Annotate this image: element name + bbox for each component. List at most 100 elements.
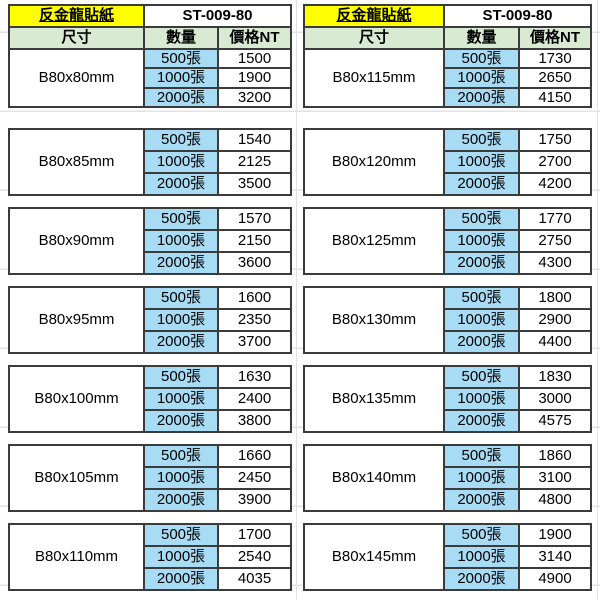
quantity-cell: 1000張 bbox=[143, 67, 219, 89]
price-row: B80x125mm 500張 1770 bbox=[303, 206, 592, 275]
quantity-cell: 2000張 bbox=[443, 408, 520, 433]
price-header-cell: 價格NT bbox=[517, 26, 593, 50]
price-cell: 3800 bbox=[217, 408, 292, 433]
price-cell: 1770 bbox=[518, 206, 592, 231]
quantity-cell: 2000張 bbox=[443, 566, 520, 591]
price-column-right: 反金龍貼紙 ST-009-80 尺寸 數量 價格NT B80x115mm 500張 1730 1… bbox=[303, 4, 593, 591]
price-cell: 4800 bbox=[518, 487, 592, 512]
price-row: 1000張 3000 bbox=[304, 386, 592, 411]
price-table: B80x130mm 500張 1800 1000張 2900 2000張 4400 bbox=[303, 285, 592, 354]
price-cell: 1860 bbox=[518, 443, 592, 468]
price-cell: 1660 bbox=[217, 443, 292, 468]
price-row: B80x115mm 500張 1730 bbox=[303, 47, 593, 108]
price-row: 2000張 3500 bbox=[9, 171, 292, 196]
product-name-cell: 反金龍貼紙 bbox=[8, 4, 145, 28]
product-code-cell: ST-009-80 bbox=[142, 4, 293, 28]
price-cell: 3500 bbox=[217, 171, 292, 196]
price-cell: 1540 bbox=[217, 127, 292, 152]
price-row: 1000張 2540 bbox=[9, 544, 292, 569]
price-cell: 2650 bbox=[517, 67, 593, 89]
quantity-cell: 2000張 bbox=[443, 329, 520, 354]
price-row: 2000張 4575 bbox=[304, 408, 592, 433]
price-row: B80x90mm 500張 1570 bbox=[8, 206, 292, 275]
price-row: B80x140mm 500張 1860 bbox=[303, 443, 592, 512]
quantity-cell: 1000張 bbox=[443, 67, 520, 89]
size-cell: B80x95mm bbox=[8, 285, 145, 354]
price-row: B80x95mm 500張 1600 bbox=[8, 285, 292, 354]
price-cell: 2150 bbox=[217, 228, 292, 253]
size-header-cell: 尺寸 bbox=[8, 26, 145, 50]
quantity-cell: 1000張 bbox=[443, 465, 520, 490]
price-row: 2000張 3900 bbox=[9, 487, 292, 512]
quantity-cell: 1000張 bbox=[143, 465, 219, 490]
price-cell: 4575 bbox=[518, 408, 592, 433]
size-cell: B80x105mm bbox=[8, 443, 145, 512]
price-cell: 4035 bbox=[217, 566, 292, 591]
price-row: B80x135mm 500張 1830 bbox=[303, 364, 592, 433]
quantity-cell: 1000張 bbox=[443, 228, 520, 253]
price-row: 2000張 4035 bbox=[9, 566, 292, 591]
size-cell: B80x140mm bbox=[303, 443, 445, 512]
price-cell: 3140 bbox=[518, 544, 592, 569]
size-cell: B80x145mm bbox=[303, 522, 445, 591]
size-cell: B80x130mm bbox=[303, 285, 445, 354]
price-row: B80x145mm 500張 1900 bbox=[303, 522, 592, 591]
price-cell: 2900 bbox=[518, 307, 592, 332]
quantity-cell: 2000張 bbox=[143, 487, 219, 512]
price-table: B80x100mm 500張 1630 1000張 2400 2000張 3800 bbox=[8, 364, 292, 433]
quantity-cell: 500張 bbox=[443, 522, 520, 547]
quantity-cell: 500張 bbox=[143, 364, 219, 389]
quantity-cell: 500張 bbox=[443, 47, 520, 70]
price-cell: 1700 bbox=[217, 522, 292, 547]
price-row: 1000張 3100 bbox=[304, 465, 592, 490]
quantity-cell: 2000張 bbox=[143, 86, 219, 108]
quantity-cell: 1000張 bbox=[143, 149, 219, 174]
price-row: 2000張 4800 bbox=[304, 487, 592, 512]
price-cell: 3000 bbox=[518, 386, 592, 411]
quantity-cell: 1000張 bbox=[443, 544, 520, 569]
price-cell: 4900 bbox=[518, 566, 592, 591]
size-header-cell: 尺寸 bbox=[303, 26, 445, 50]
qty-header-cell: 數量 bbox=[143, 26, 219, 50]
price-row: B80x85mm 500張 1540 bbox=[8, 127, 292, 196]
quantity-cell: 500張 bbox=[443, 443, 520, 468]
price-cell: 1600 bbox=[217, 285, 292, 310]
quantity-cell: 1000張 bbox=[143, 544, 219, 569]
price-cell: 1630 bbox=[217, 364, 292, 389]
price-row: B80x100mm 500張 1630 bbox=[8, 364, 292, 433]
price-cell: 1500 bbox=[216, 47, 293, 70]
quantity-cell: 2000張 bbox=[443, 171, 520, 196]
price-table: B80x85mm 500張 1540 1000張 2125 2000張 3500 bbox=[8, 127, 292, 196]
price-table: B80x110mm 500張 1700 1000張 2540 2000張 4035 bbox=[8, 522, 292, 591]
quantity-cell: 1000張 bbox=[443, 386, 520, 411]
price-row: 2000張 4900 bbox=[304, 566, 592, 591]
price-row: 1000張 2750 bbox=[304, 228, 592, 253]
size-cell: B80x90mm bbox=[8, 206, 145, 275]
price-row: 2000張 3200 bbox=[9, 86, 293, 108]
price-row: 1000張 2125 bbox=[9, 149, 292, 174]
price-row: B80x120mm 500張 1750 bbox=[303, 127, 592, 196]
product-name-cell: 反金龍貼紙 bbox=[303, 4, 445, 28]
price-row: 1000張 2150 bbox=[9, 228, 292, 253]
price-row: 2000張 4300 bbox=[304, 250, 592, 275]
title-row: 反金龍貼紙 ST-009-80 bbox=[303, 4, 593, 28]
column-header-row: 尺寸 數量 價格NT bbox=[303, 26, 593, 50]
quantity-cell: 500張 bbox=[443, 127, 520, 152]
price-row: 2000張 4200 bbox=[304, 171, 592, 196]
price-cell: 4300 bbox=[518, 250, 592, 275]
quantity-cell: 2000張 bbox=[143, 250, 219, 275]
size-cell: B80x135mm bbox=[303, 364, 445, 433]
price-cell: 2700 bbox=[518, 149, 592, 174]
price-row: B80x110mm 500張 1700 bbox=[8, 522, 292, 591]
quantity-cell: 500張 bbox=[143, 47, 219, 70]
price-cell: 3600 bbox=[217, 250, 292, 275]
quantity-cell: 500張 bbox=[143, 285, 219, 310]
price-row: 1000張 2350 bbox=[9, 307, 292, 332]
price-table: B80x95mm 500張 1600 1000張 2350 2000張 3700 bbox=[8, 285, 292, 354]
price-row: 2000張 3600 bbox=[9, 250, 292, 275]
qty-header-cell: 數量 bbox=[443, 26, 520, 50]
product-code-cell: ST-009-80 bbox=[442, 4, 593, 28]
price-row: 2000張 4150 bbox=[304, 86, 593, 108]
size-cell: B80x115mm bbox=[303, 48, 445, 108]
price-header-cell: 價格NT bbox=[216, 26, 293, 50]
